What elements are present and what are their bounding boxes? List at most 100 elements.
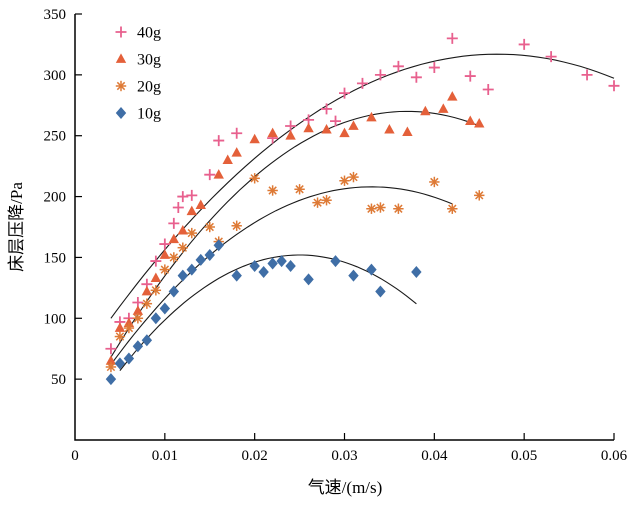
data-point [330,255,341,268]
y-tick-label: 300 [44,68,67,84]
data-point [464,70,476,82]
y-tick-label: 150 [44,250,67,266]
data-point [348,120,359,130]
data-point [285,120,297,132]
data-point [249,133,260,144]
data-point [105,343,117,355]
series-40g [105,32,620,355]
series-30g [105,91,485,365]
data-point [231,269,242,282]
y-tick-label: 200 [44,190,67,206]
data-point [177,225,188,235]
data-point [231,220,242,231]
data-point [213,135,225,147]
data-point [195,199,206,209]
data-point [366,111,377,122]
data-point [159,238,171,250]
data-point [411,266,422,279]
data-point [168,217,180,229]
x-tick-label: 0.05 [511,448,537,464]
x-tick-label: 0.02 [242,448,268,464]
x-tick-label: 0.06 [601,448,628,464]
legend-label: 10g [137,106,161,123]
data-point [545,51,557,63]
data-point [339,127,350,138]
data-point [204,169,216,181]
data-point [446,32,458,44]
data-point [114,322,126,332]
data-point [465,115,476,126]
data-point [132,313,144,324]
data-point [348,269,359,282]
legend-label: 20g [137,79,161,96]
y-axis-title: 床层压降/Pa [7,182,26,272]
data-point [356,77,368,89]
fit-curves [110,53,615,371]
data-point [195,253,206,266]
data-point [177,269,188,282]
data-point [141,285,153,296]
data-point [321,124,332,134]
data-point [474,117,485,128]
data-point [213,239,224,252]
data-point [366,203,377,214]
axes: 0 0.01 0.02 0.03 0.04 0.05 0.06 50 100 150 200 250 3… [44,7,628,464]
data-point [159,249,171,259]
data-point [258,266,269,279]
data-point [177,242,188,253]
fit-curve-20g [110,186,453,365]
data-point [105,355,117,365]
data-point [375,285,386,298]
legend-label: 40g [137,25,161,42]
data-point [447,203,458,214]
data-point [177,191,189,203]
data-point [159,264,171,275]
legend-item-10g: 10g [115,106,161,123]
data-point [132,305,144,315]
data-point [321,103,333,115]
data-point [231,147,242,157]
y-tick-label: 100 [44,311,67,327]
data-point [114,331,126,342]
data-point [231,127,243,139]
legend: 40g 30g 20g 10g [115,25,161,123]
x-axis-title: 气速/(m/s) [308,478,383,497]
data-point [267,257,278,270]
data-point [168,233,180,244]
data-point [366,263,377,276]
diamond-marker-icon [115,107,127,119]
series-10g [105,239,422,386]
data-point [303,122,314,133]
y-tick-label: 350 [44,7,67,23]
data-point [321,195,332,206]
data-point [267,185,278,196]
data-point [168,285,180,298]
x-tick-label: 0.01 [152,448,178,464]
data-point [141,334,153,347]
data-point [294,184,305,195]
x-tick-label: 0.03 [331,448,357,464]
y-tick-label: 250 [44,129,67,145]
data-point [150,285,162,296]
fit-curve-30g [110,110,480,358]
data-point [141,298,153,309]
legend-item-20g: 20g [115,79,161,96]
data-point [375,202,386,213]
data-point [518,38,530,50]
data-points [105,32,620,386]
data-point [222,154,233,164]
legend-label: 30g [137,52,161,69]
data-point [186,189,198,201]
data-point [168,252,180,263]
data-point [330,115,342,127]
x-tick-label: 0.04 [421,448,448,464]
fit-curve-10g [119,254,417,371]
data-point [150,272,162,283]
data-point [303,273,314,286]
data-point [429,176,440,188]
data-point [285,130,296,140]
data-point [393,203,404,214]
data-point [482,83,494,95]
data-point [447,91,458,101]
